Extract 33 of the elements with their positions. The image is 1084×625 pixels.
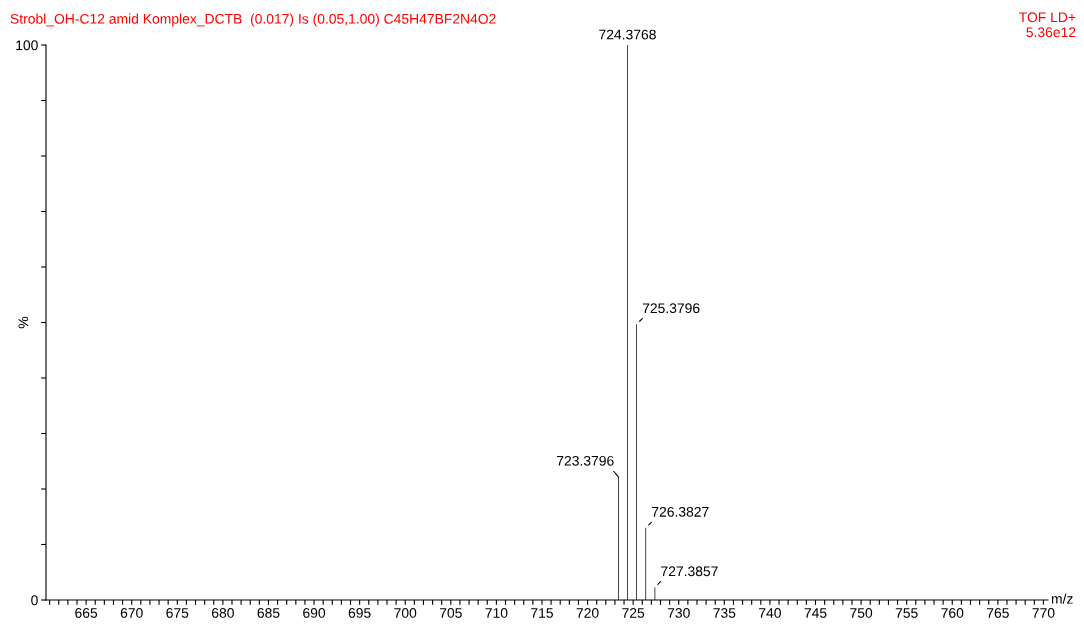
x-tick-label: 760 <box>941 608 964 618</box>
y-tick-label: 100 <box>16 40 38 51</box>
annotation: 726.3827 <box>652 506 709 517</box>
annotation: 727.3857 <box>661 566 718 577</box>
x-tick-label: 700 <box>394 608 417 618</box>
x-tick-label: 680 <box>212 608 234 618</box>
y-axis-title: % <box>18 316 29 329</box>
x-tick-label: 675 <box>166 608 189 618</box>
x-tick-label: 725 <box>622 608 645 618</box>
x-tick-label: 705 <box>439 608 462 618</box>
chart-title: Strobl_OH-C12 amid Komplex_DCTB (0.017) Is (0.05,1.00) C45H47BF2N4O2 <box>10 13 496 27</box>
x-tick-label: 755 <box>895 608 918 618</box>
x-tick-label: 695 <box>348 608 371 618</box>
text: TOF LD+ 5.36e12 <box>1019 12 1076 38</box>
x-tick-label: 745 <box>804 608 827 618</box>
x-tick-label: 720 <box>576 608 599 618</box>
x-tick-label: 665 <box>75 608 98 618</box>
x-tick-label: 715 <box>531 608 553 618</box>
x-tick-label: 670 <box>120 608 143 618</box>
x-tick-label: 770 <box>1032 608 1055 618</box>
y-tick-label: 0 <box>31 595 38 606</box>
x-tick-label: 730 <box>667 608 690 618</box>
annotation: 723.3796 <box>557 455 614 466</box>
x-tick-label: 735 <box>713 608 736 618</box>
x-tick-label: 710 <box>485 608 508 618</box>
x-tick-label: 750 <box>850 608 873 618</box>
x-tick-label: 765 <box>986 608 1009 618</box>
x-tick-label: 740 <box>759 608 781 618</box>
annotation: 725.3796 <box>642 303 700 314</box>
x-tick-label: 685 <box>257 608 280 618</box>
annotation: 724.3768 <box>599 29 656 40</box>
x-tick-label: 690 <box>303 608 326 618</box>
x-axis-title: m/z <box>1051 593 1073 604</box>
